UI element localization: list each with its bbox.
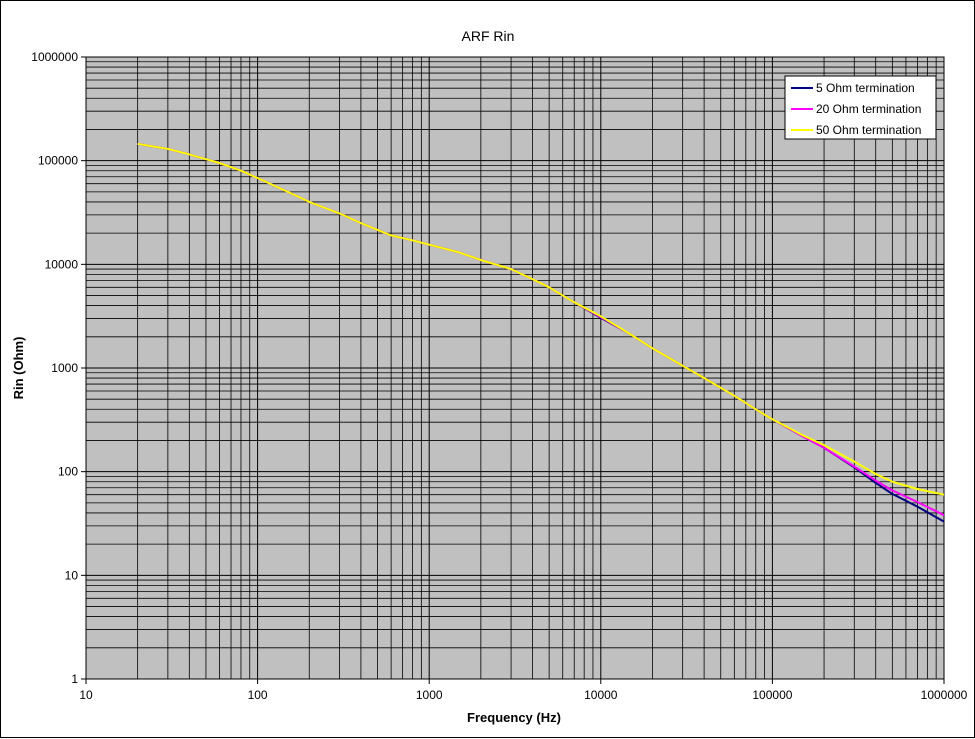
x-tick-label: 10000 bbox=[584, 688, 618, 702]
series-line-3 bbox=[137, 142, 945, 496]
y-tick-label: 1000 bbox=[51, 361, 78, 375]
legend-label: 50 Ohm termination bbox=[816, 123, 921, 137]
legend-box bbox=[784, 75, 937, 140]
x-tick-label: 1000 bbox=[416, 688, 443, 702]
y-tick-label: 100 bbox=[58, 465, 78, 479]
y-tick-label: 100000 bbox=[38, 154, 78, 168]
x-tick-labels: 10 100 1000 10000 100000 1000000 bbox=[79, 679, 968, 702]
series-lines bbox=[137, 142, 945, 523]
y-tick-label: 10 bbox=[65, 568, 79, 582]
x-tick-label: 100000 bbox=[752, 688, 792, 702]
x-axis-label: Frequency (Hz) bbox=[467, 710, 561, 725]
y-tick-label: 1000000 bbox=[31, 50, 78, 64]
x-tick-label: 1000000 bbox=[921, 688, 968, 702]
x-tick-label: 10 bbox=[79, 688, 93, 702]
x-tick-label: 100 bbox=[248, 688, 268, 702]
y-tick-label: 10000 bbox=[45, 257, 79, 271]
legend-label: 5 Ohm termination bbox=[816, 81, 915, 95]
legend-label: 20 Ohm termination bbox=[816, 102, 921, 116]
chart-title: ARF Rin bbox=[462, 28, 515, 44]
legend: 5 Ohm termination 20 Ohm termination 50 Oh… bbox=[784, 75, 937, 140]
y-tick-label: 1 bbox=[71, 672, 78, 686]
y-axis-label: Rin (Ohm) bbox=[11, 337, 26, 400]
y-tick-labels: 1 10 100 1000 10000 100000 1000000 bbox=[31, 50, 86, 686]
